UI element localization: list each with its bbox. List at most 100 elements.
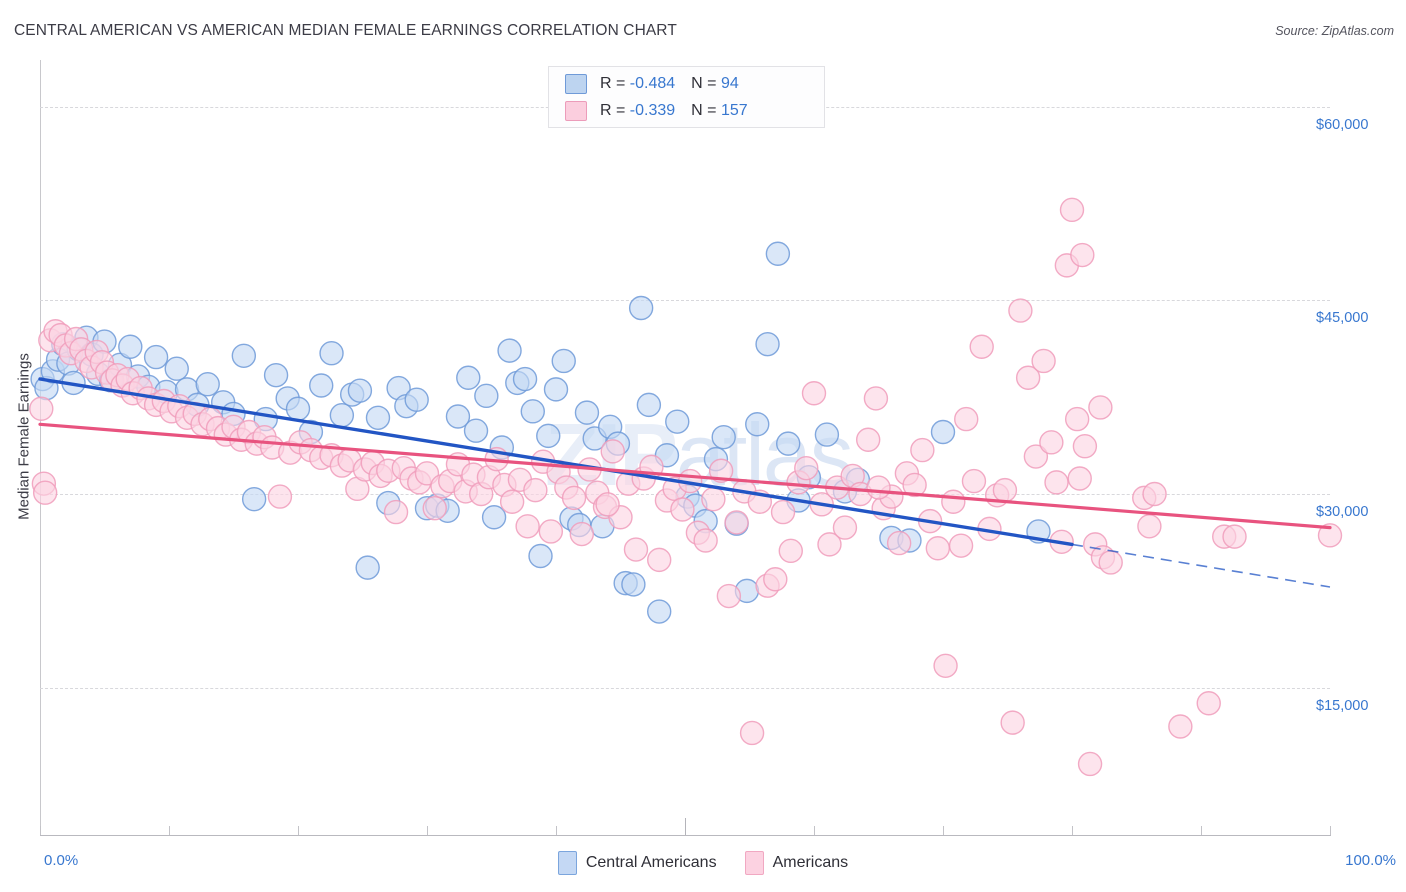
data-point[interactable] — [551, 348, 576, 374]
data-point[interactable] — [817, 532, 842, 557]
data-point[interactable] — [647, 599, 672, 624]
data-point[interactable] — [1196, 691, 1221, 716]
data-point[interactable] — [497, 338, 522, 363]
data-point[interactable] — [164, 356, 189, 381]
data-point[interactable] — [665, 409, 690, 434]
data-point[interactable] — [855, 427, 881, 452]
data-point[interactable] — [693, 528, 718, 553]
data-point[interactable] — [528, 543, 553, 569]
data-point[interactable] — [569, 521, 594, 547]
data-point[interactable] — [319, 341, 344, 366]
data-point[interactable] — [1015, 365, 1041, 390]
data-point[interactable] — [365, 405, 391, 430]
data-point[interactable] — [499, 489, 525, 514]
data-point[interactable] — [886, 530, 912, 556]
data-point[interactable] — [636, 392, 662, 418]
data-point[interactable] — [969, 334, 994, 359]
data-point[interactable] — [910, 437, 935, 463]
data-point[interactable] — [1168, 714, 1193, 739]
data-point[interactable] — [543, 377, 569, 402]
data-point[interactable] — [778, 538, 803, 564]
data-point[interactable] — [992, 477, 1018, 503]
data-point[interactable] — [445, 404, 471, 429]
data-point[interactable] — [814, 422, 840, 447]
data-point[interactable] — [422, 496, 447, 521]
data-point[interactable] — [1023, 444, 1049, 469]
data-point[interactable] — [118, 334, 143, 359]
data-point[interactable] — [1317, 523, 1343, 548]
data-point[interactable] — [481, 505, 507, 530]
data-point[interactable] — [1031, 348, 1056, 374]
data-point[interactable] — [961, 468, 987, 494]
data-point[interactable] — [1142, 481, 1167, 507]
legend-item-americans[interactable]: Americans — [744, 851, 848, 875]
data-point[interactable] — [621, 572, 646, 597]
data-point[interactable] — [716, 583, 742, 609]
data-point[interactable] — [755, 331, 780, 357]
data-point[interactable] — [143, 344, 169, 370]
data-point[interactable] — [404, 387, 429, 412]
data-point[interactable] — [794, 455, 819, 481]
data-point[interactable] — [1077, 751, 1103, 777]
data-point[interactable] — [520, 399, 545, 424]
data-point[interactable] — [763, 567, 788, 592]
data-point[interactable] — [832, 515, 858, 540]
data-point[interactable] — [701, 486, 726, 512]
data-point[interactable] — [574, 400, 600, 425]
data-point[interactable] — [954, 406, 979, 432]
data-point[interactable] — [925, 536, 951, 561]
data-point[interactable] — [1070, 242, 1095, 268]
data-point[interactable] — [347, 378, 373, 403]
data-point[interactable] — [647, 547, 672, 573]
data-point[interactable] — [739, 720, 765, 746]
data-point[interactable] — [745, 412, 770, 437]
data-point[interactable] — [600, 439, 625, 464]
data-point[interactable] — [241, 486, 267, 512]
data-point[interactable] — [536, 423, 561, 449]
data-point[interactable] — [628, 295, 654, 321]
data-point[interactable] — [512, 366, 538, 392]
data-point[interactable] — [329, 403, 355, 428]
data-point[interactable] — [1008, 298, 1033, 323]
data-point[interactable] — [930, 419, 956, 445]
data-point[interactable] — [623, 537, 649, 562]
data-point[interactable] — [561, 485, 587, 511]
data-point[interactable] — [32, 480, 58, 505]
data-point[interactable] — [1137, 514, 1162, 539]
data-point[interactable] — [231, 343, 257, 368]
data-point[interactable] — [309, 373, 334, 398]
data-point[interactable] — [1067, 466, 1092, 491]
data-point[interactable] — [595, 492, 620, 517]
data-point[interactable] — [29, 396, 54, 421]
data-point[interactable] — [1098, 550, 1123, 575]
data-point[interactable] — [776, 431, 801, 456]
data-point[interactable] — [1039, 430, 1064, 455]
data-point[interactable] — [902, 472, 927, 498]
data-point[interactable] — [456, 365, 481, 390]
data-point[interactable] — [1059, 197, 1085, 223]
data-point[interactable] — [708, 458, 734, 483]
data-point[interactable] — [538, 519, 564, 544]
data-point[interactable] — [711, 424, 736, 450]
data-point[interactable] — [670, 497, 695, 522]
data-point[interactable] — [1088, 395, 1113, 420]
data-point[interactable] — [863, 386, 889, 411]
data-point[interactable] — [515, 514, 540, 539]
data-point[interactable] — [933, 653, 958, 678]
data-point[interactable] — [463, 418, 489, 443]
data-point[interactable] — [195, 372, 220, 397]
data-point[interactable] — [801, 381, 827, 406]
data-point[interactable] — [523, 477, 548, 503]
data-point[interactable] — [1044, 470, 1069, 495]
data-point[interactable] — [1000, 710, 1025, 735]
data-point[interactable] — [263, 362, 289, 388]
data-point[interactable] — [285, 396, 311, 421]
data-point[interactable] — [866, 475, 891, 500]
data-point[interactable] — [948, 533, 974, 558]
data-point[interactable] — [267, 484, 293, 509]
data-point[interactable] — [1072, 434, 1098, 459]
data-point[interactable] — [474, 383, 499, 409]
data-point[interactable] — [770, 499, 796, 525]
legend-item-central-americans[interactable]: Central Americans — [557, 851, 717, 875]
data-point[interactable] — [765, 241, 791, 266]
